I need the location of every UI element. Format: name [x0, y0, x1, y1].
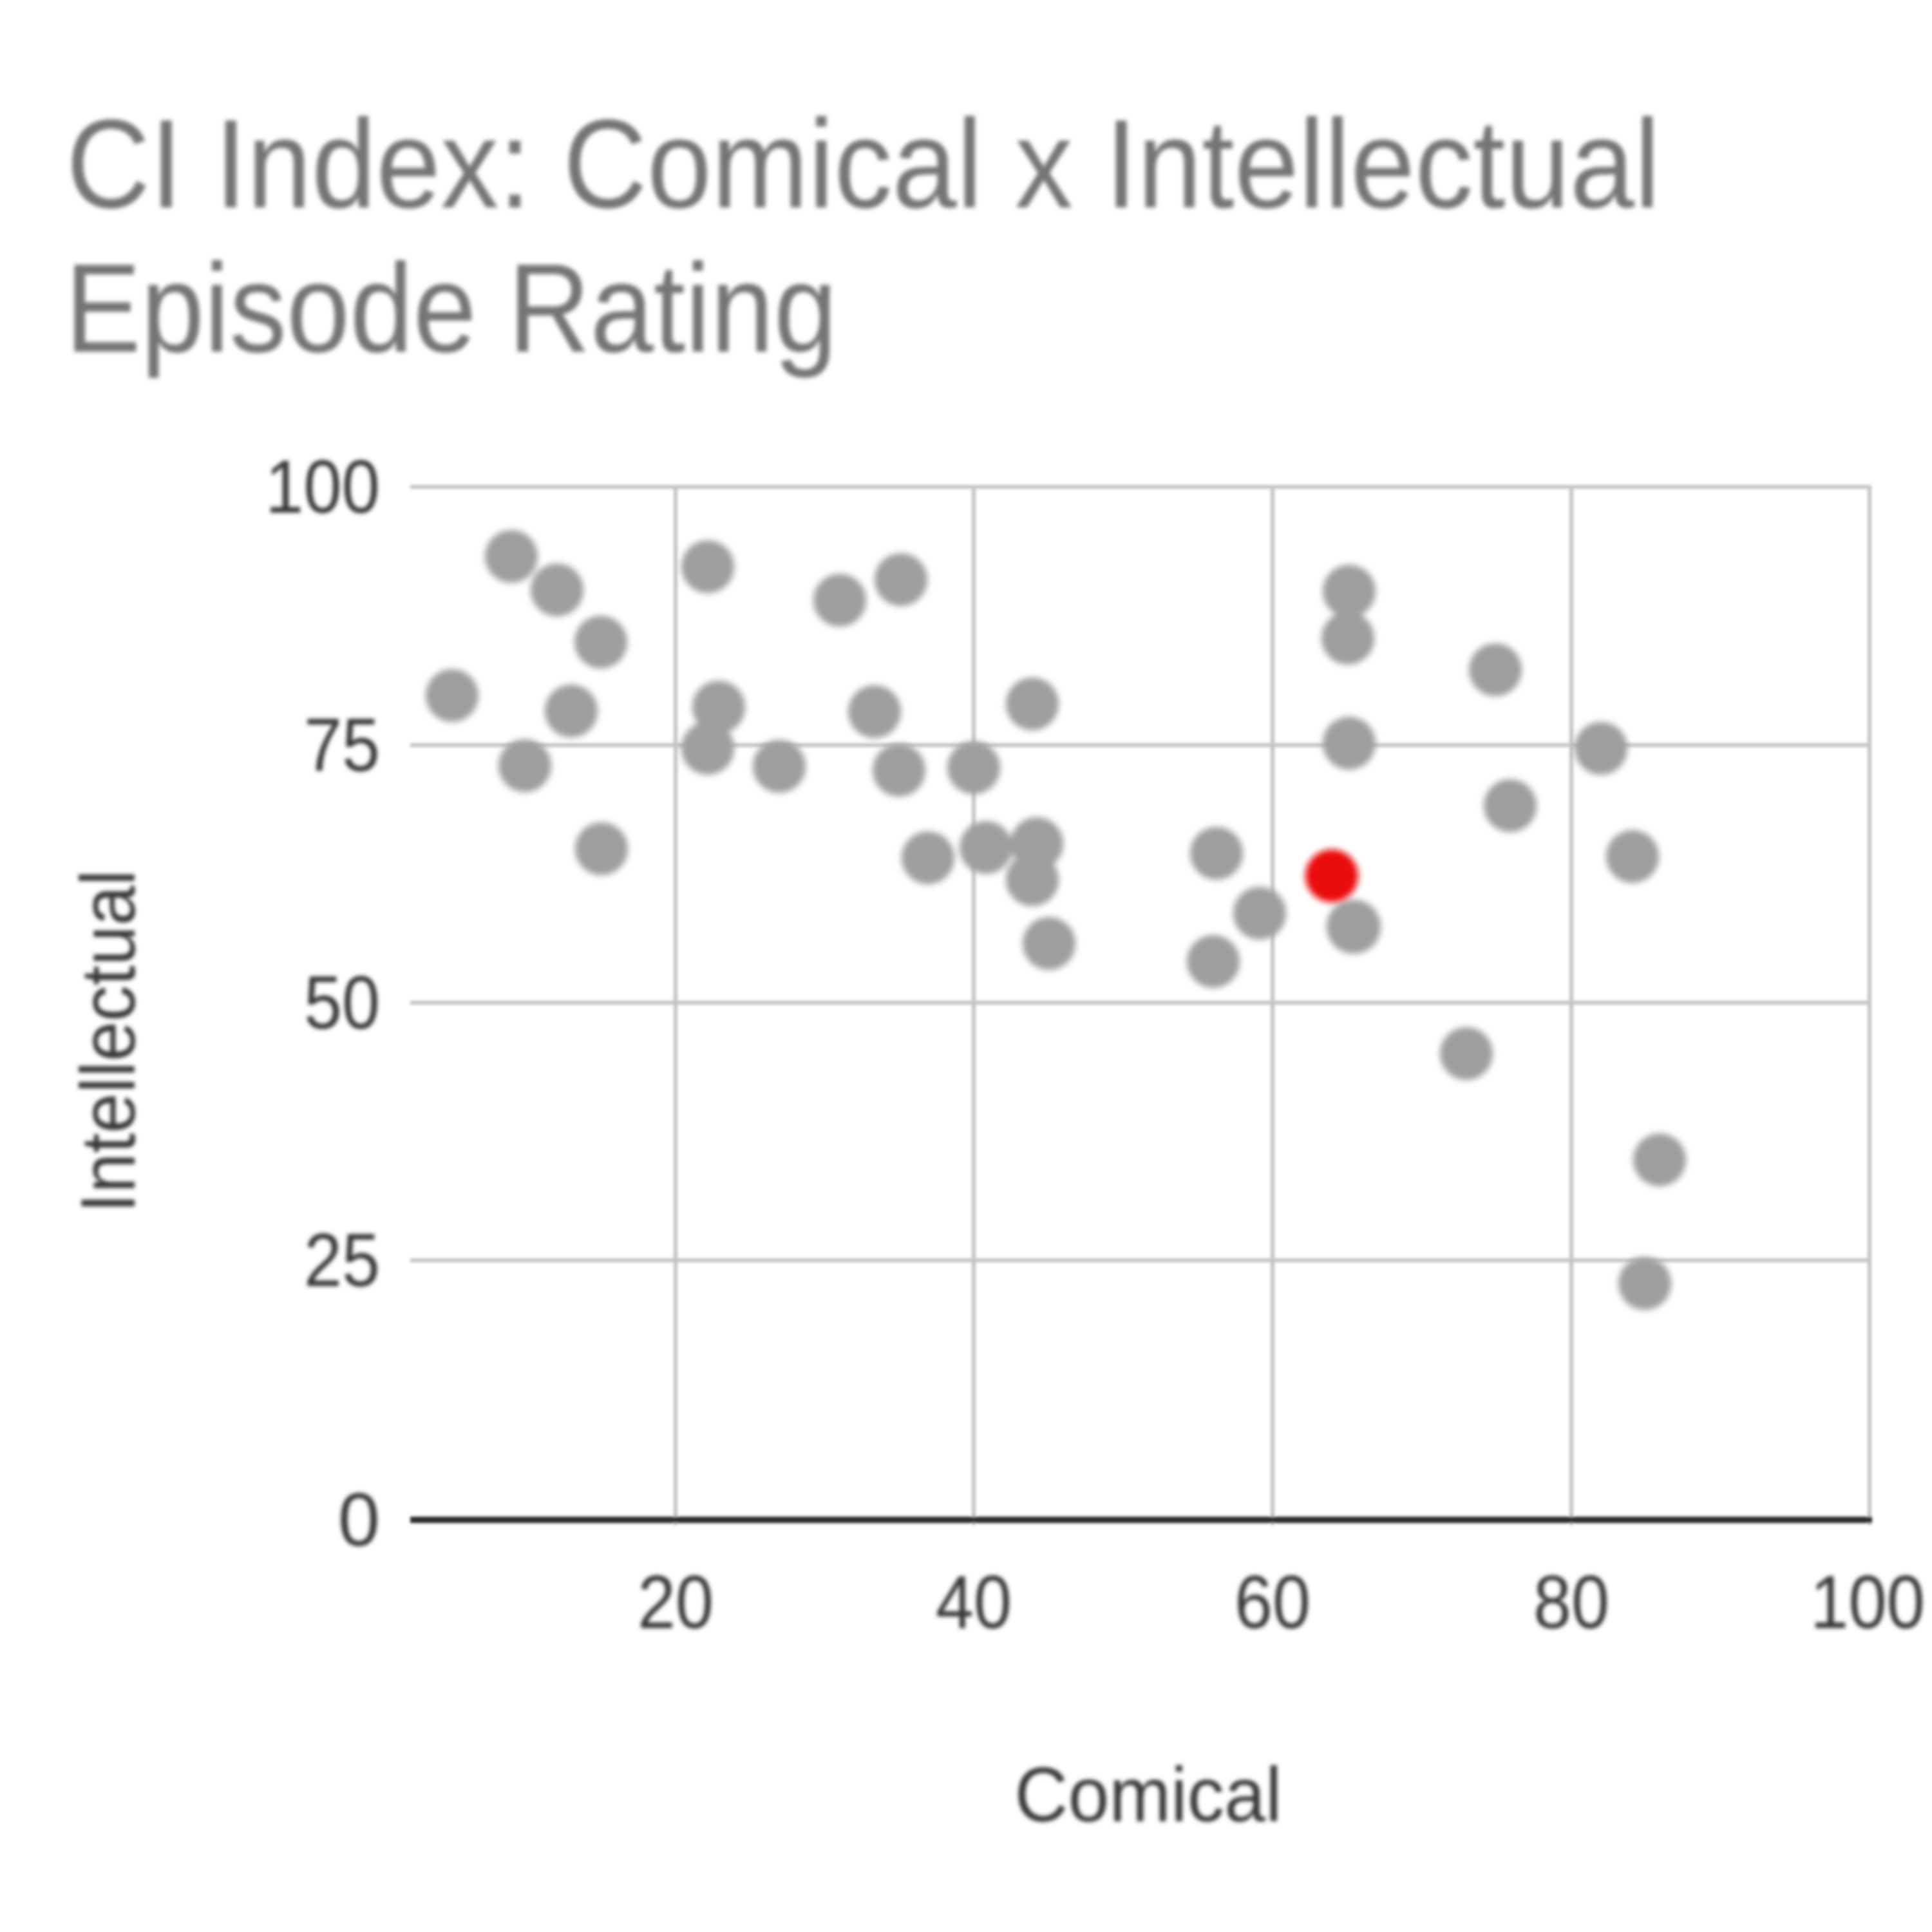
svg-text:20: 20	[638, 1560, 714, 1644]
svg-text:Comical: Comical	[1015, 1752, 1282, 1838]
svg-text:80: 80	[1533, 1560, 1609, 1644]
svg-text:25: 25	[304, 1218, 380, 1302]
svg-text:Intellectual: Intellectual	[65, 870, 151, 1213]
svg-text:100: 100	[1810, 1560, 1925, 1644]
svg-text:Episode Rating: Episode Rating	[65, 238, 837, 379]
svg-text:40: 40	[936, 1560, 1012, 1644]
svg-text:100: 100	[265, 444, 380, 529]
svg-text:0: 0	[338, 1477, 380, 1562]
svg-text:75: 75	[304, 703, 380, 787]
svg-text:50: 50	[304, 960, 380, 1045]
svg-text:60: 60	[1235, 1560, 1311, 1644]
svg-text:CI Index: Comical x Intellectu: CI Index: Comical x Intellectual	[66, 93, 1660, 234]
